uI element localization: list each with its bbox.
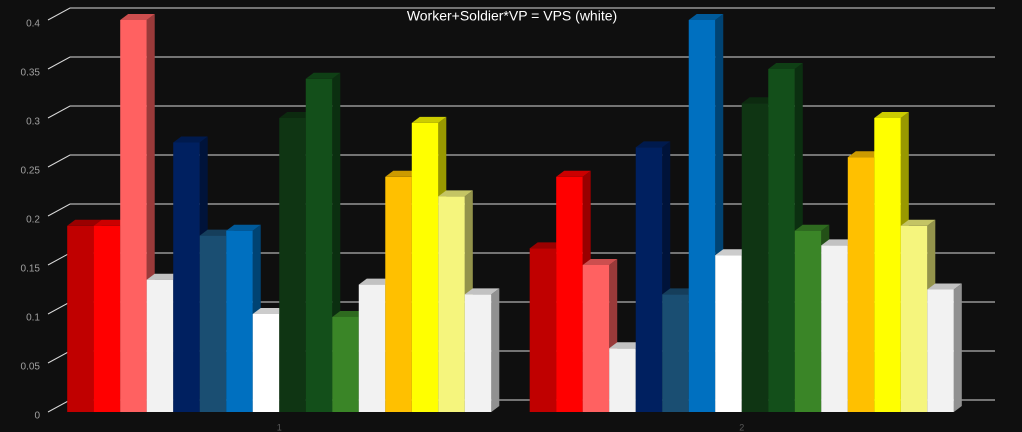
bar-top [556, 170, 591, 177]
bar [582, 265, 610, 412]
bar-top [794, 224, 830, 231]
bar-top [715, 249, 750, 256]
grid-line [47, 154, 995, 168]
y-tick-label: 0.35 [21, 68, 41, 79]
bar [252, 314, 280, 412]
y-tick-label: 0 [34, 411, 40, 422]
bar-top [305, 72, 341, 79]
bar [120, 20, 147, 412]
bar [715, 255, 742, 412]
bar-top [385, 170, 420, 177]
bar [332, 316, 359, 412]
x-tick-label: 1 [277, 422, 282, 432]
y-tick-label: 0.2 [26, 215, 40, 226]
bar-top [768, 63, 803, 69]
bar-top [358, 278, 394, 285]
bar [173, 142, 200, 412]
chart-title: Worker+Soldier*VP = VPS (white) [407, 8, 617, 24]
bar-top [464, 288, 500, 295]
grid-line [47, 203, 995, 217]
bar-side [953, 283, 962, 412]
bar [438, 196, 465, 412]
bar-top [226, 224, 261, 231]
bar-top [609, 342, 644, 349]
bar [67, 225, 94, 412]
bar [199, 235, 227, 412]
bar-top [874, 112, 909, 118]
bar [609, 348, 636, 412]
y-tick-label: 0.1 [26, 313, 40, 324]
bar [305, 78, 333, 413]
bar [662, 294, 689, 412]
bar [385, 176, 412, 412]
bar-top [93, 219, 129, 226]
y-tick-label: 0.25 [21, 166, 41, 177]
bar [93, 225, 121, 412]
bar-top [146, 273, 182, 280]
bar-top [332, 310, 367, 317]
bar-top [662, 288, 697, 295]
bar-top [741, 97, 777, 104]
y-tick-label: 0.3 [26, 117, 40, 128]
bar [464, 294, 492, 412]
bar-top [67, 219, 102, 226]
bar-top [635, 141, 671, 148]
bar [635, 147, 663, 412]
bar [768, 69, 795, 412]
grid-line [47, 105, 995, 119]
grid-layer [47, 7, 995, 413]
bar [556, 176, 583, 412]
bar-top [438, 190, 473, 197]
bar [847, 157, 875, 412]
bar-top [847, 151, 883, 158]
bar [358, 284, 386, 412]
bar-top [411, 116, 447, 123]
bar-top [927, 283, 962, 290]
bar-top [173, 136, 208, 143]
bar [821, 245, 848, 412]
bar-top [529, 242, 565, 249]
y-tick-label: 0.15 [21, 264, 41, 275]
bar [741, 103, 769, 413]
grid-line [47, 56, 995, 70]
x-tick-label: 2 [739, 422, 744, 432]
bar-top [900, 219, 936, 226]
bar [411, 122, 439, 413]
bar-top [821, 239, 856, 246]
y-tick-label: 0.4 [26, 19, 40, 30]
grid-line [47, 7, 995, 21]
bar [874, 118, 901, 412]
bar [146, 279, 174, 412]
bar [688, 20, 716, 412]
bar-top [199, 229, 235, 236]
bar [794, 230, 822, 412]
bar [279, 118, 306, 412]
bar-side [491, 288, 500, 412]
bar [900, 225, 928, 412]
bar-top [582, 259, 618, 265]
bar-top [279, 112, 314, 118]
y-tick-label: 0.05 [21, 362, 41, 373]
bar-top [252, 308, 288, 314]
bar [529, 248, 557, 412]
bar [927, 289, 954, 412]
bar-top [120, 14, 155, 20]
bar-layer [67, 14, 962, 413]
bar-top [688, 14, 724, 20]
bar [226, 230, 253, 412]
